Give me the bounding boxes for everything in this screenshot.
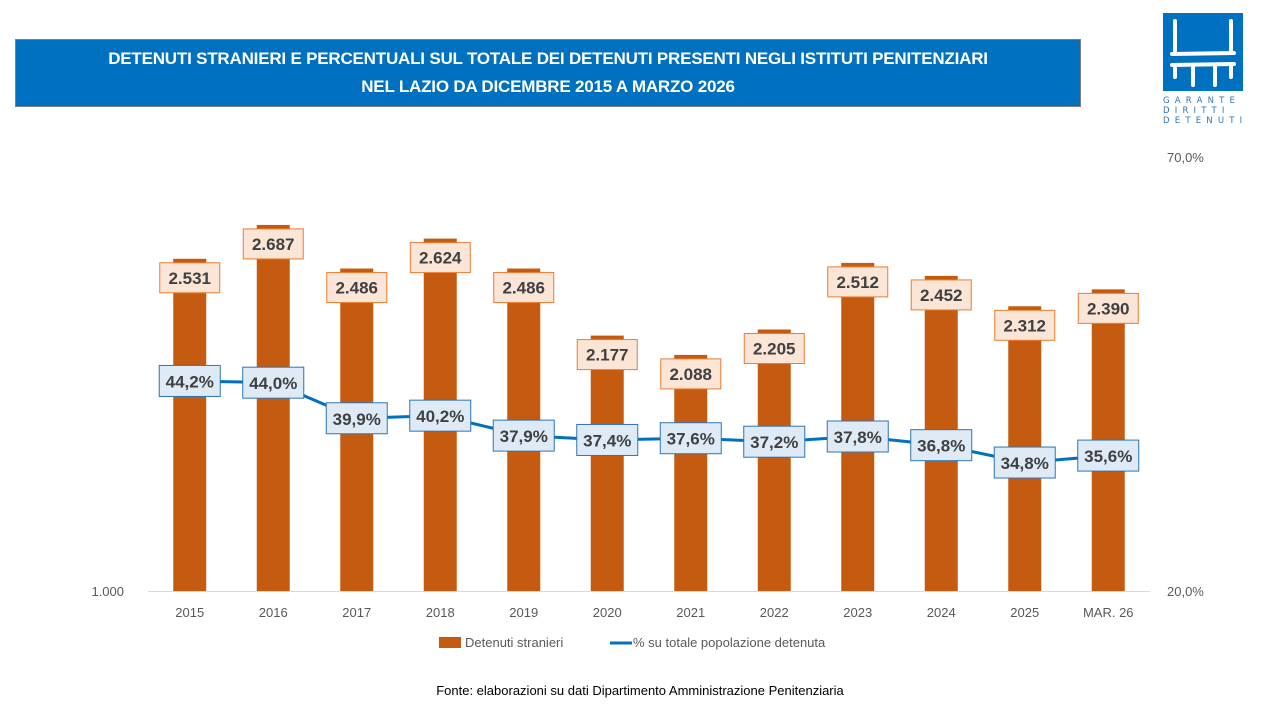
x-tick-label: MAR. 26 (1083, 605, 1134, 620)
legend-label-line: % su totale popolazione detenuta (633, 635, 826, 650)
bar-data-label: 2.486 (335, 279, 378, 298)
bar-data-label-box (994, 309, 1056, 341)
garante-logo-text: GARANTE DIRITTI DETENUTI (1163, 96, 1245, 126)
line-data-label-box (743, 425, 806, 458)
left-axis-tick-label: 1.000 (91, 584, 124, 599)
legend-label-bars: Detenuti stranieri (465, 635, 563, 650)
bar-data-label: 2.687 (252, 235, 295, 254)
x-tick-label: 2025 (1010, 605, 1039, 620)
x-tick-label: 2015 (175, 605, 204, 620)
bar-series (173, 224, 1125, 592)
garante-logo: GARANTE DIRITTI DETENUTI (1163, 13, 1245, 126)
line-data-label: 37,8% (834, 428, 882, 447)
bar-data-label-box (1077, 292, 1139, 324)
bar-2021 (674, 354, 708, 591)
line-data-label-box (910, 429, 973, 462)
bar-data-label: 2.486 (502, 279, 545, 298)
bar-data-label-box (827, 266, 889, 298)
line-data-label: 36,8% (917, 437, 965, 456)
x-axis-labels: 2015 2016 2017 2018 2019 2020 2021 2022 2023 2024… (175, 605, 1133, 620)
bar-data-label-box (326, 272, 388, 304)
x-tick-label: 2022 (760, 605, 789, 620)
chart-title-line-1: DETENUTI STRANIERI E PERCENTUALI SUL TOT… (108, 49, 988, 68)
chart-title-banner: DETENUTI STRANIERI E PERCENTUALI SUL TOT… (15, 39, 1081, 107)
bar-data-labels: 2.531 2.687 2.486 2.624 2.486 2.177 2.088 2.205… (159, 228, 1139, 390)
bar-data-label-box (242, 228, 304, 260)
bar-data-label: 2.088 (669, 365, 712, 384)
bar-data-label-box (743, 333, 805, 365)
line-data-label: 34,8% (1001, 454, 1049, 473)
line-data-label-box (659, 422, 722, 455)
right-axis-tick-label-bottom: 20,0% (1167, 584, 1204, 599)
x-tick-label: 2016 (259, 605, 288, 620)
legend-swatch-bars (439, 637, 461, 648)
line-data-label: 37,2% (750, 433, 798, 452)
bar-data-label-box (660, 358, 722, 390)
x-tick-label: 2020 (593, 605, 622, 620)
line-data-label: 37,4% (583, 431, 631, 450)
line-data-label: 44,0% (249, 374, 297, 393)
line-data-label-box (492, 419, 555, 452)
bar-2016 (256, 224, 290, 591)
line-data-label: 39,9% (333, 410, 381, 429)
line-data-label: 44,2% (166, 372, 214, 391)
line-data-label-box (826, 420, 889, 453)
bar-data-label-box (493, 272, 555, 304)
x-tick-label: 2021 (676, 605, 705, 620)
line-data-label: 40,2% (416, 407, 464, 426)
bar-data-label: 2.452 (920, 286, 963, 305)
line-data-label: 35,6% (1084, 447, 1132, 466)
x-tick-label: 2024 (927, 605, 956, 620)
bar-data-label: 2.624 (419, 249, 462, 268)
line-data-label-box (242, 366, 305, 399)
bar-data-label: 2.531 (168, 269, 211, 288)
bar-data-label-box (910, 279, 972, 311)
bar-2020 (590, 335, 624, 591)
line-data-label-box (993, 446, 1056, 479)
logo-line-2: DIRITTI (1163, 106, 1230, 116)
line-data-label-box (158, 364, 221, 397)
x-tick-label: 2018 (426, 605, 455, 620)
source-note: Fonte: elaborazioni su dati Dipartimento… (436, 683, 844, 698)
x-tick-label: 2017 (342, 605, 371, 620)
line-data-label-box (409, 399, 472, 432)
logo-line-1: GARANTE (1163, 96, 1241, 106)
legend: Detenuti stranieri % su totale popolazio… (439, 635, 826, 650)
bar-data-label: 2.390 (1087, 299, 1130, 318)
line-data-label-box (325, 402, 388, 435)
bar-data-label: 2.177 (586, 346, 629, 365)
line-data-label: 37,9% (500, 427, 548, 446)
x-tick-label: 2019 (509, 605, 538, 620)
bar-data-label-box (576, 339, 638, 371)
bar-data-label: 2.512 (836, 273, 879, 292)
bar-2015 (173, 258, 207, 591)
line-data-labels: 44,2% 44,0% 39,9% 40,2% 37,9% 37,4% 37,6% 37,2%… (158, 364, 1140, 479)
garante-logo-icon (1163, 13, 1243, 91)
bar-data-label-box (159, 262, 221, 294)
bar-2022 (757, 329, 791, 591)
line-data-label-box (576, 423, 639, 456)
x-tick-label: 2023 (843, 605, 872, 620)
logo-line-3: DETENUTI (1163, 116, 1248, 126)
bar-data-label-box (409, 242, 471, 274)
line-data-label-box (1077, 439, 1140, 472)
bar-data-label: 2.205 (753, 340, 796, 359)
right-axis-tick-label-top: 70,0% (1167, 150, 1204, 165)
line-data-label: 37,6% (667, 430, 715, 449)
chart-title-line-2: NEL LAZIO DA DICEMBRE 2015 A MARZO 2026 (361, 77, 735, 96)
bar-data-label: 2.312 (1003, 316, 1046, 335)
axes: 1.000 20,0% 70,0% (91, 150, 1204, 599)
